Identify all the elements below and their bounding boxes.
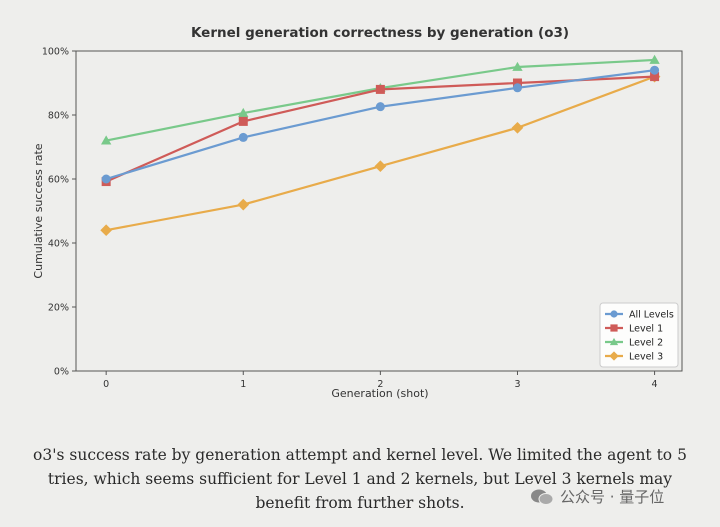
y-tick-label: 60% [48, 175, 69, 186]
y-tick-label: 80% [48, 111, 69, 122]
wechat-icon [530, 488, 554, 506]
data-point-level-3 [237, 198, 250, 211]
data-point-level-1 [375, 84, 385, 94]
watermark-text: 公众号 · 量子位 [560, 488, 665, 506]
data-point-level-3 [511, 121, 524, 134]
y-tick-label: 40% [48, 239, 69, 250]
x-tick-label: 2 [377, 379, 383, 390]
x-tick-label: 4 [652, 379, 658, 390]
data-point-level-3 [374, 160, 387, 173]
x-tick-label: 3 [514, 379, 520, 390]
series-all-levels [101, 65, 660, 184]
data-point-all-levels [512, 83, 522, 93]
series-level-3 [100, 70, 661, 237]
x-tick-label: 1 [240, 379, 246, 390]
chart: Kernel generation correctness by generat… [32, 25, 683, 400]
data-point-level-2 [100, 135, 112, 145]
y-tick-label: 100% [42, 47, 69, 58]
data-point-all-levels [101, 174, 111, 184]
legend-marker-level-1 [610, 324, 618, 332]
x-axis-label: Generation (shot) [331, 387, 428, 400]
data-point-level-3 [100, 224, 113, 237]
y-tick-label: 0% [54, 367, 69, 378]
data-point-level-2 [512, 61, 523, 71]
data-point-all-levels [375, 102, 385, 112]
legend-marker-level-3 [609, 351, 619, 361]
legend-marker-all-levels [610, 310, 618, 318]
data-point-level-2 [238, 107, 249, 117]
legend: All Levels Level 1 Level 2 Level 3 [599, 302, 679, 368]
legend-label-level-1: Level 1 [629, 324, 663, 335]
watermark: 公众号 · 量子位 [530, 486, 664, 507]
data-point-level-2 [649, 54, 660, 64]
data-point-all-levels [650, 65, 660, 75]
figure-caption: o3's success rate by generation attempt … [33, 446, 687, 512]
legend-label-level-2: Level 2 [629, 338, 663, 349]
data-point-level-1 [512, 78, 522, 88]
data-point-level-1 [238, 116, 248, 126]
y-axis-label: Cumulative success rate [32, 143, 45, 278]
legend-label-all-levels: All Levels [629, 310, 674, 321]
series-line-level-2 [105, 58, 655, 142]
series-level-2 [100, 54, 660, 145]
legend-label-level-3: Level 3 [629, 352, 663, 363]
data-point-level-1 [650, 72, 660, 82]
plot-frame [75, 50, 683, 372]
legend-marker-level-2 [609, 337, 619, 346]
data-point-all-levels [238, 132, 248, 142]
y-tick-label: 20% [48, 303, 69, 314]
chart-title: Kernel generation correctness by generat… [191, 25, 569, 41]
legend-box [599, 302, 679, 368]
x-tick-label: 0 [103, 379, 109, 390]
